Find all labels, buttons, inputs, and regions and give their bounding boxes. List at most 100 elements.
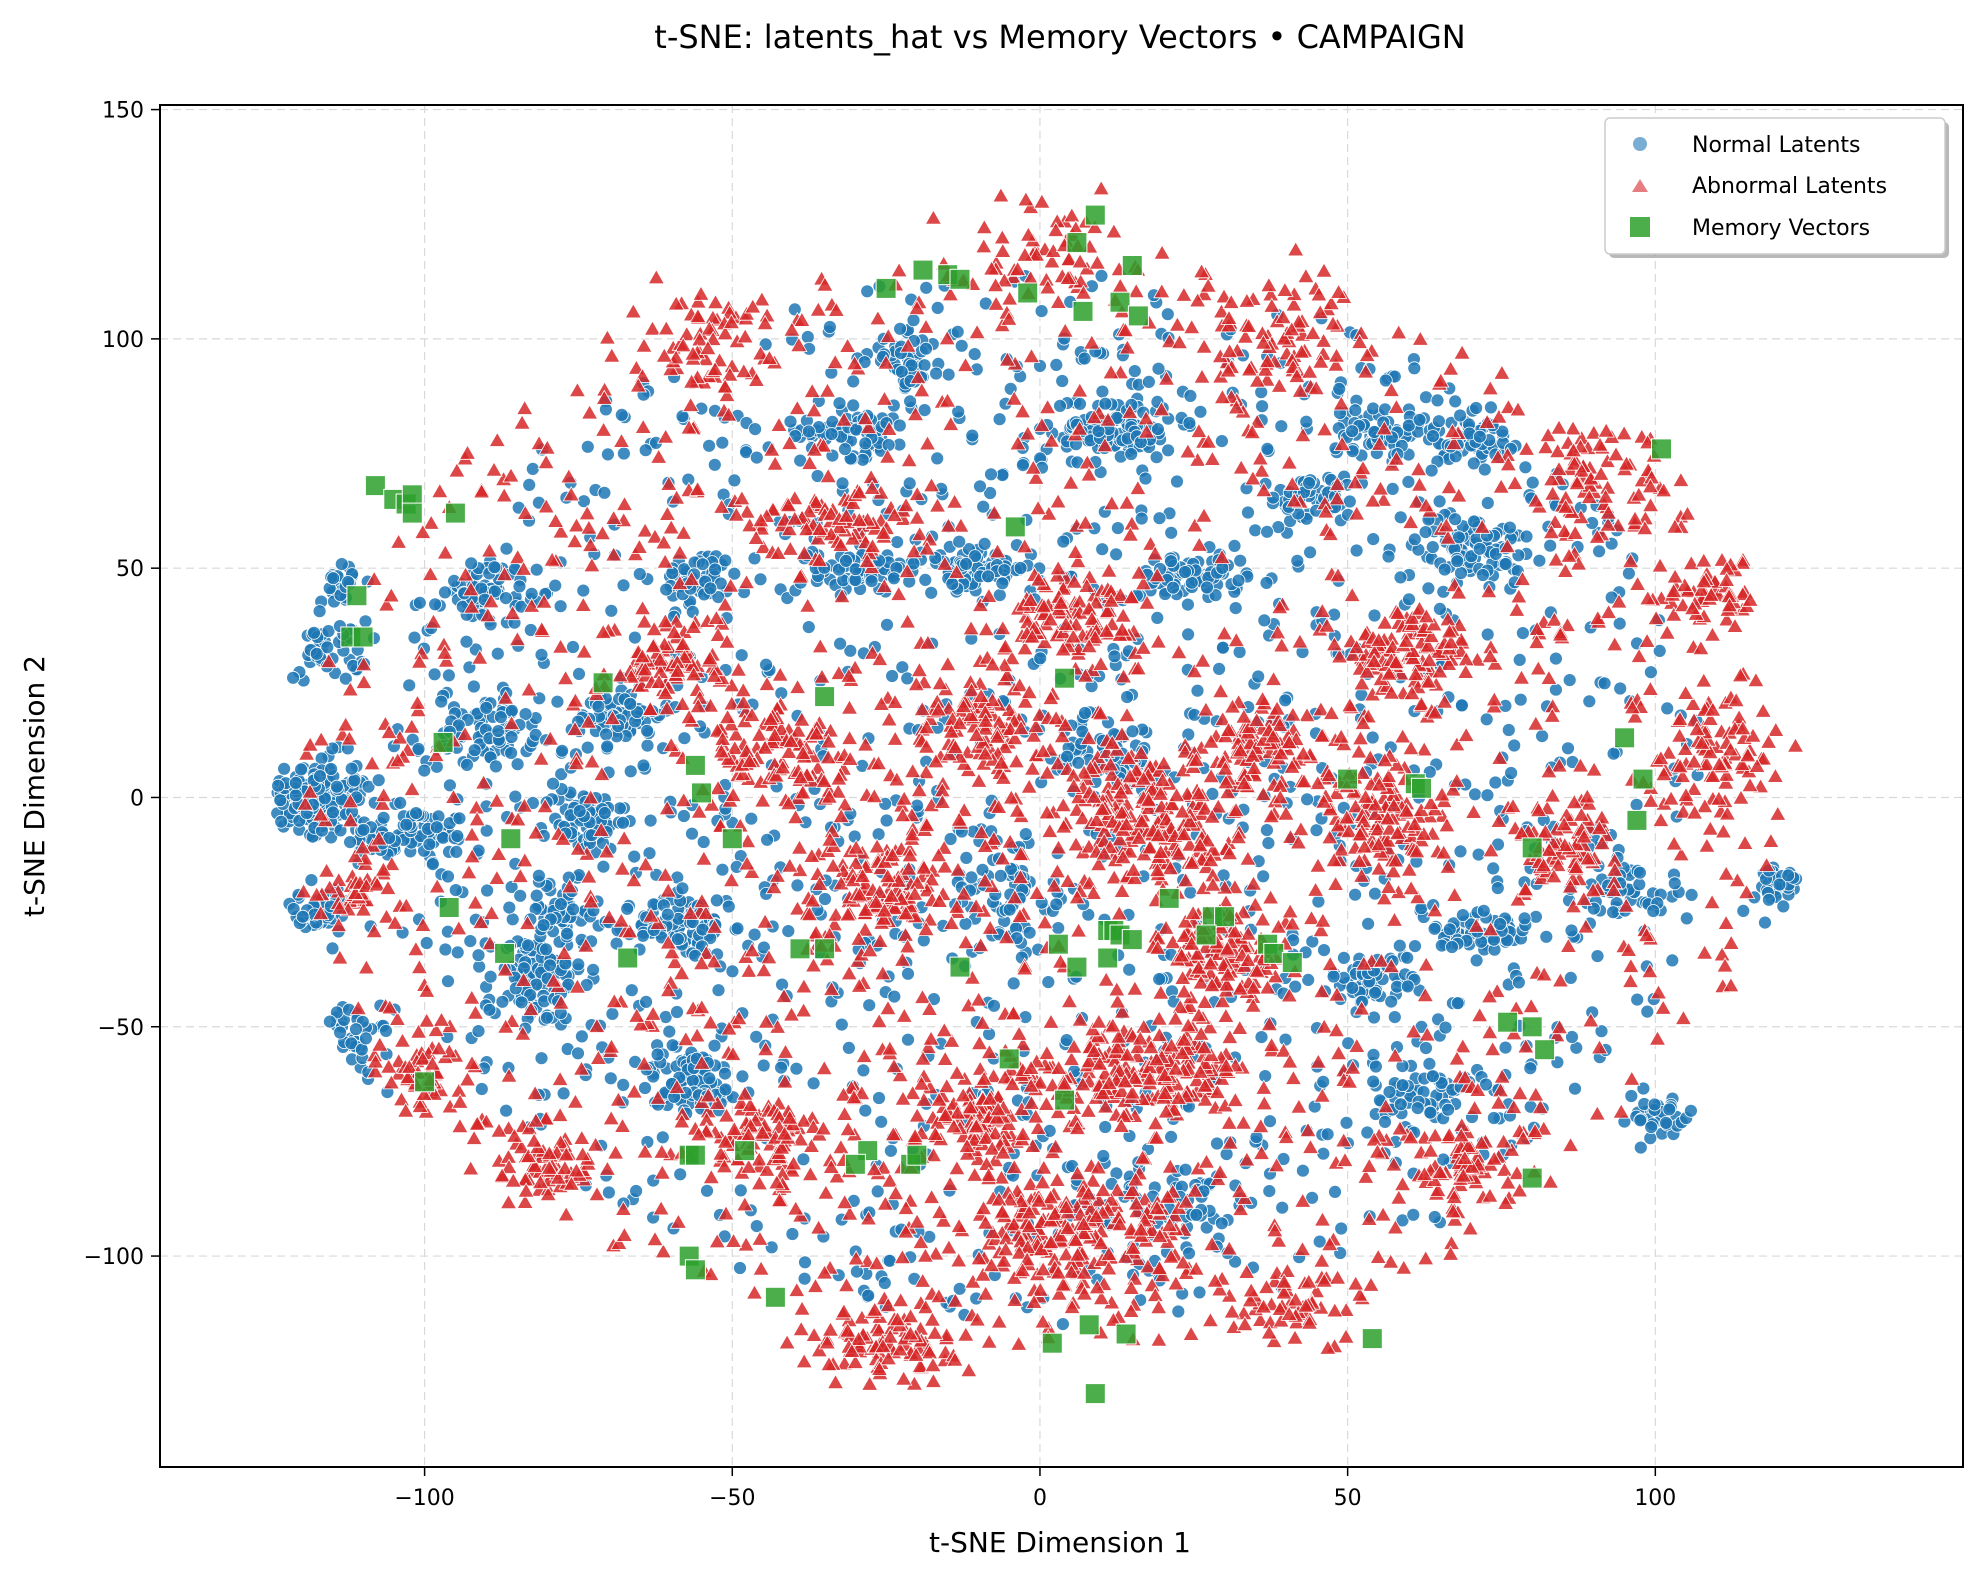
normal-latent-point — [1469, 401, 1483, 415]
normal-latent-point — [1535, 729, 1549, 743]
normal-latent-point — [1402, 592, 1416, 607]
normal-latent-point — [1181, 727, 1196, 742]
normal-latent-point — [877, 1276, 892, 1290]
normal-latent-point — [952, 534, 967, 549]
normal-latent-point — [1200, 580, 1214, 595]
normal-latent-point — [1432, 414, 1446, 429]
normal-latent-point — [708, 562, 722, 577]
normal-latent-point — [702, 1071, 717, 1086]
normal-latent-point — [639, 995, 653, 1009]
normal-latent-point — [1437, 562, 1452, 577]
normal-latent-point — [833, 636, 847, 651]
normal-latent-point — [917, 358, 932, 373]
normal-latent-point — [670, 1005, 684, 1019]
normal-latent-point — [513, 888, 528, 903]
normal-latent-point — [997, 563, 1012, 577]
normal-latent-point — [1667, 876, 1682, 891]
normal-latent-point — [1365, 730, 1380, 745]
normal-latent-point — [756, 1058, 771, 1073]
normal-latent-point — [1150, 611, 1165, 625]
normal-latent-point — [493, 710, 508, 724]
chart-title: t-SNE: latents_hat vs Memory Vectors • C… — [654, 18, 1465, 56]
normal-latent-point — [976, 499, 991, 514]
normal-latent-point — [715, 862, 730, 877]
normal-latent-point — [1098, 1120, 1113, 1134]
normal-latent-point — [1401, 474, 1416, 489]
normal-latent-point — [1216, 640, 1230, 655]
normal-latent-point — [572, 667, 586, 681]
normal-latent-point — [1758, 915, 1772, 930]
normal-latent-point — [1170, 474, 1184, 489]
normal-latent-point — [333, 1025, 348, 1040]
normal-latent-point — [1274, 419, 1289, 434]
normal-latent-point — [427, 667, 442, 682]
normal-latent-point — [450, 829, 465, 843]
normal-latent-point — [893, 321, 907, 336]
normal-latent-point — [1532, 553, 1547, 568]
normal-latent-point — [1251, 854, 1266, 869]
normal-latent-point — [858, 436, 873, 451]
normal-latent-point — [880, 617, 894, 632]
normal-latent-point — [596, 859, 611, 874]
normal-latent-point — [1183, 885, 1198, 900]
normal-latent-point — [1301, 973, 1316, 987]
normal-latent-point — [1590, 949, 1605, 963]
normal-latent-point — [466, 679, 481, 694]
normal-latent-point — [1275, 1200, 1290, 1215]
normal-latent-point — [495, 994, 510, 1009]
normal-latent-point — [1433, 602, 1447, 616]
normal-latent-point — [665, 1038, 680, 1053]
normal-latent-point — [846, 398, 861, 413]
normal-latent-point — [675, 881, 690, 896]
normal-latent-point — [1606, 905, 1620, 920]
normal-latent-point — [685, 826, 699, 841]
normal-latent-point — [703, 581, 718, 596]
normal-latent-point — [1367, 608, 1382, 623]
normal-latent-point — [1120, 690, 1134, 704]
normal-latent-point — [711, 983, 726, 998]
normal-latent-point — [571, 957, 586, 972]
normal-latent-point — [1487, 1111, 1501, 1125]
normal-latent-point — [1161, 443, 1175, 458]
normal-latent-point — [847, 829, 862, 844]
normal-latent-point — [1512, 653, 1527, 667]
normal-latent-point — [1142, 374, 1156, 389]
normal-latent-point — [1455, 698, 1469, 713]
normal-latent-point — [307, 625, 321, 640]
normal-latent-point — [748, 422, 762, 437]
normal-latent-point — [1480, 788, 1495, 803]
normal-latent-point — [1241, 505, 1255, 520]
normal-latent-point — [1488, 775, 1503, 790]
normal-latent-point — [1517, 911, 1532, 926]
normal-latent-point — [662, 1024, 677, 1039]
normal-latent-point — [930, 451, 945, 466]
normal-latent-point — [730, 921, 745, 936]
normal-latent-point — [548, 578, 563, 593]
normal-latent-point — [864, 574, 879, 588]
normal-latent-point — [1337, 951, 1351, 965]
normal-latent-point — [479, 701, 494, 715]
normal-latent-point — [1018, 1010, 1033, 1024]
normal-latent-point — [1498, 1040, 1513, 1055]
normal-latent-point — [1256, 869, 1271, 884]
normal-latent-point — [874, 1114, 889, 1129]
normal-latent-point — [540, 1010, 554, 1025]
normal-latent-point — [294, 762, 309, 777]
normal-latent-point — [846, 374, 861, 389]
normal-latent-point — [309, 647, 324, 661]
normal-latent-point — [818, 892, 832, 906]
normal-latent-point — [1454, 566, 1468, 580]
normal-latent-point — [286, 670, 301, 685]
normal-latent-point — [441, 974, 455, 989]
normal-latent-point — [735, 1069, 750, 1084]
normal-latent-point — [358, 614, 373, 629]
normal-latent-point — [1503, 520, 1517, 535]
normal-latent-point — [504, 730, 519, 744]
normal-latent-point — [1248, 523, 1263, 538]
normal-latent-point — [1512, 975, 1526, 990]
normal-latent-point — [1469, 953, 1484, 968]
data-points — [270, 179, 1805, 1405]
normal-latent-point — [1762, 892, 1776, 907]
normal-latent-point — [529, 888, 544, 903]
normal-latent-point — [1684, 1103, 1698, 1118]
